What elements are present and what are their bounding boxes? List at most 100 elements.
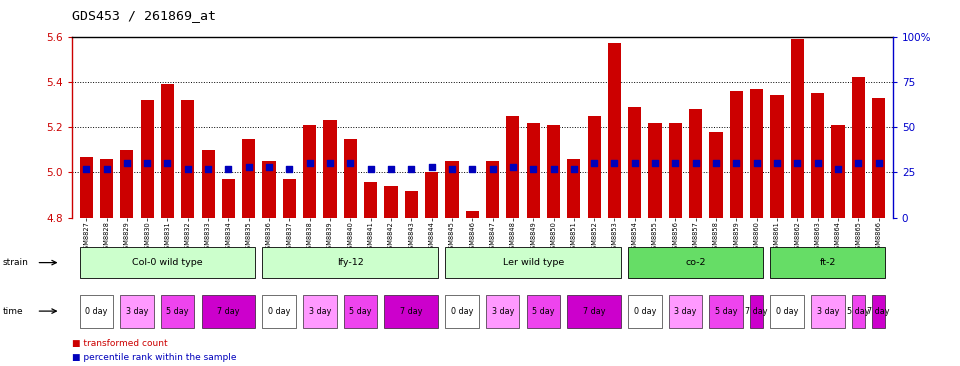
Point xyxy=(729,160,744,166)
Text: ■ transformed count: ■ transformed count xyxy=(72,339,168,348)
Bar xyxy=(161,84,174,218)
Point xyxy=(790,160,805,166)
Bar xyxy=(588,116,601,218)
Point xyxy=(851,160,866,166)
Point xyxy=(444,166,460,172)
Text: 5 day: 5 day xyxy=(166,307,189,315)
Point xyxy=(79,166,94,172)
Bar xyxy=(709,132,723,218)
Text: 3 day: 3 day xyxy=(309,307,331,315)
Point xyxy=(424,164,440,170)
Point xyxy=(566,166,582,172)
Point xyxy=(323,160,338,166)
Text: 3 day: 3 day xyxy=(126,307,148,315)
Text: ■ percentile rank within the sample: ■ percentile rank within the sample xyxy=(72,354,236,362)
Bar xyxy=(770,96,783,218)
Point xyxy=(139,160,155,166)
Bar xyxy=(324,120,337,218)
Text: 3 day: 3 day xyxy=(492,307,514,315)
Point xyxy=(343,160,358,166)
Bar xyxy=(425,172,438,218)
Bar xyxy=(567,159,581,218)
Text: 5 day: 5 day xyxy=(715,307,737,315)
Bar xyxy=(689,109,703,218)
Bar xyxy=(364,182,377,218)
Bar xyxy=(303,125,316,218)
Point xyxy=(221,166,236,172)
Point xyxy=(871,160,886,166)
Point xyxy=(607,160,622,166)
Point xyxy=(688,160,704,166)
Bar xyxy=(730,91,743,218)
Text: 0 day: 0 day xyxy=(451,307,473,315)
Bar xyxy=(791,39,804,218)
Text: 0 day: 0 day xyxy=(85,307,108,315)
Point xyxy=(159,160,175,166)
Point xyxy=(810,160,826,166)
Point xyxy=(525,166,540,172)
Bar xyxy=(486,161,499,218)
Point xyxy=(363,166,378,172)
Bar xyxy=(811,93,825,218)
Text: co-2: co-2 xyxy=(685,258,706,267)
Bar xyxy=(852,77,865,218)
Bar xyxy=(649,123,661,218)
Text: 5 day: 5 day xyxy=(349,307,372,315)
Bar xyxy=(608,44,621,218)
Bar xyxy=(140,100,154,218)
Bar xyxy=(628,107,641,218)
Point xyxy=(119,160,134,166)
Point xyxy=(647,160,662,166)
Bar xyxy=(831,125,845,218)
Point xyxy=(261,164,276,170)
Bar xyxy=(445,161,459,218)
Bar xyxy=(120,150,133,218)
Text: 7 day: 7 day xyxy=(867,307,890,315)
Bar xyxy=(750,89,763,218)
Point xyxy=(465,166,480,172)
Text: 0 day: 0 day xyxy=(776,307,799,315)
Text: GDS453 / 261869_at: GDS453 / 261869_at xyxy=(72,9,216,22)
Point xyxy=(383,166,398,172)
Bar xyxy=(669,123,682,218)
Bar xyxy=(181,100,195,218)
Point xyxy=(505,164,520,170)
Bar xyxy=(466,211,479,218)
Text: strain: strain xyxy=(3,258,29,267)
Point xyxy=(668,160,684,166)
Bar xyxy=(242,138,255,218)
Bar xyxy=(283,179,296,218)
Text: 7 day: 7 day xyxy=(745,307,768,315)
Point xyxy=(201,166,216,172)
Bar xyxy=(262,161,276,218)
Text: time: time xyxy=(3,307,23,315)
Point xyxy=(546,166,562,172)
Bar xyxy=(222,179,235,218)
Point xyxy=(302,160,318,166)
Bar xyxy=(506,116,519,218)
Point xyxy=(241,164,256,170)
Bar xyxy=(202,150,215,218)
Text: Ler wild type: Ler wild type xyxy=(503,258,564,267)
Point xyxy=(99,166,114,172)
Bar xyxy=(527,123,540,218)
Bar xyxy=(872,98,885,218)
Text: ft-2: ft-2 xyxy=(820,258,836,267)
Point xyxy=(749,160,764,166)
Text: 5 day: 5 day xyxy=(847,307,870,315)
Text: 7 day: 7 day xyxy=(583,307,606,315)
Text: 5 day: 5 day xyxy=(532,307,555,315)
Point xyxy=(180,166,196,172)
Bar xyxy=(547,125,560,218)
Text: 0 day: 0 day xyxy=(268,307,291,315)
Bar xyxy=(344,138,357,218)
Bar xyxy=(384,186,397,218)
Text: 7 day: 7 day xyxy=(400,307,422,315)
Point xyxy=(830,166,846,172)
Text: Col-0 wild type: Col-0 wild type xyxy=(132,258,203,267)
Bar xyxy=(80,157,93,218)
Text: 3 day: 3 day xyxy=(817,307,839,315)
Text: 7 day: 7 day xyxy=(217,307,240,315)
Text: lfy-12: lfy-12 xyxy=(337,258,364,267)
Text: 0 day: 0 day xyxy=(634,307,656,315)
